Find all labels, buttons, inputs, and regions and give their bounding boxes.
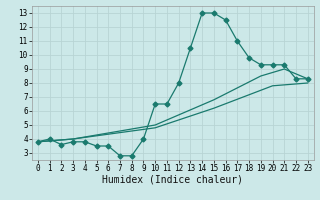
X-axis label: Humidex (Indice chaleur): Humidex (Indice chaleur) xyxy=(102,175,243,185)
